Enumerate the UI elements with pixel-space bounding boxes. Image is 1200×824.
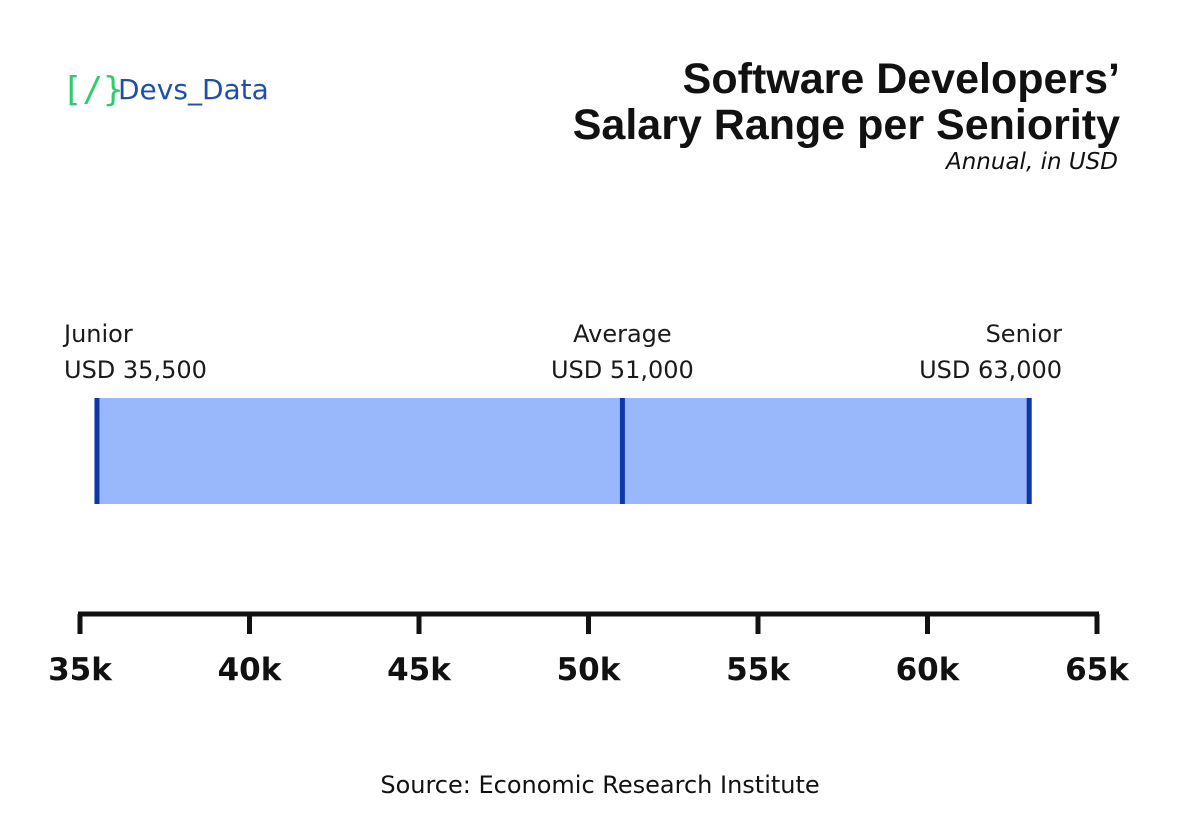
junior-label: Junior USD 35,500 bbox=[64, 316, 207, 388]
chart-subtitle: Annual, in USD bbox=[946, 149, 1118, 175]
tick-label-65k: 65k bbox=[1065, 652, 1129, 688]
salary-range-bar bbox=[96, 398, 1030, 504]
tick-label-40k: 40k bbox=[217, 652, 282, 688]
average-value: USD 51,000 bbox=[550, 356, 694, 384]
junior-value: USD 35,500 bbox=[64, 356, 207, 384]
chart-title-line-1: Software Developers’ bbox=[682, 55, 1120, 103]
tick-label-60k: 60k bbox=[895, 652, 960, 688]
logo-bracket-icon: [/} bbox=[62, 70, 124, 110]
senior-name: Senior bbox=[985, 320, 1062, 348]
tick-label-55k: 55k bbox=[726, 652, 790, 688]
tick-label-35k: 35k bbox=[48, 652, 112, 688]
logo-text: Devs_Data bbox=[118, 73, 269, 106]
source-note: Source: Economic Research Institute bbox=[380, 771, 820, 799]
senior-label: Senior USD 63,000 bbox=[919, 316, 1062, 388]
tick-label-45k: 45k bbox=[387, 652, 451, 688]
chart-title-line-2: Salary Range per Seniority bbox=[572, 101, 1120, 149]
average-name: Average bbox=[573, 320, 672, 348]
senior-value: USD 63,000 bbox=[919, 356, 1062, 384]
chart-title: Software Developers’ Salary Range per Se… bbox=[420, 56, 1120, 148]
average-label: Average USD 51,000 bbox=[522, 316, 722, 388]
junior-name: Junior bbox=[64, 320, 133, 348]
tick-label-50k: 50k bbox=[556, 652, 621, 688]
